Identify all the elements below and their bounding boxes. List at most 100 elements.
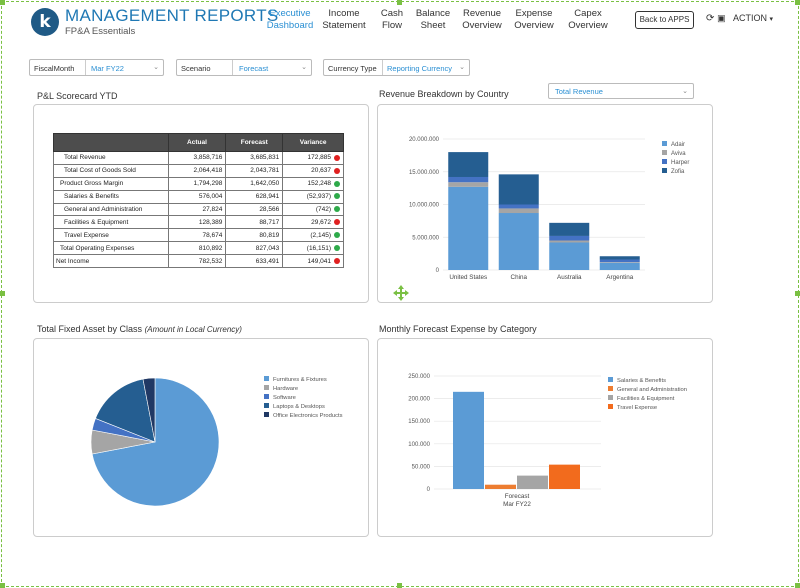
y-tick-label: 20.000.000	[409, 137, 440, 143]
row-label: Salaries & Benefits	[53, 189, 169, 204]
legend-swatch	[264, 412, 269, 417]
legend-label: Laptops & Desktops	[273, 404, 325, 410]
chevron-down-icon: ⌄	[459, 64, 465, 71]
action-menu[interactable]: ACTION ▾	[733, 13, 774, 23]
table-row: Net Income 782,532 633,491 149,041	[53, 254, 344, 269]
nav-capex-overview[interactable]: Capex Overview	[568, 8, 608, 31]
variance-value: (16,151)	[306, 244, 331, 252]
currency-type-filter[interactable]: Currency Type Reporting Currency ⌄	[323, 59, 470, 76]
legend-swatch	[608, 386, 613, 391]
resize-handle[interactable]	[397, 583, 402, 588]
forecast-value: 80,819	[225, 228, 284, 243]
status-indicator-icon	[334, 154, 340, 161]
variance-value: (742)	[315, 206, 331, 213]
resize-handle[interactable]	[397, 0, 402, 5]
legend-label: Aviva	[671, 151, 686, 157]
export-icon[interactable]: ▣	[717, 13, 726, 23]
actual-value: 810,892	[167, 241, 227, 256]
resize-handle[interactable]	[0, 0, 5, 5]
bar-zofia	[599, 256, 640, 260]
forecast-value: 1,642,050	[225, 176, 284, 191]
refresh-icon[interactable]: ⟳	[706, 13, 715, 24]
bar-adair	[498, 213, 539, 270]
status-indicator-icon	[334, 206, 340, 213]
y-tick-label: 0	[436, 268, 440, 274]
y-tick-label: 150.000	[408, 419, 430, 425]
resize-handle[interactable]	[795, 0, 800, 5]
fiscal-month-filter[interactable]: FiscalMonth Mar FY22 ⌄	[29, 59, 164, 76]
legend-label: Furnitures & Fixtures	[273, 377, 327, 383]
variance-cell: 20,637	[282, 163, 344, 178]
row-label: Total Operating Expenses	[53, 241, 169, 256]
bar-aviva	[599, 262, 640, 263]
bar-harper	[448, 176, 489, 183]
nav-cash-flow[interactable]: Cash Flow	[380, 8, 404, 31]
resize-handle[interactable]	[0, 291, 5, 296]
revenue-measure-dropdown[interactable]: Total Revenue ⌄	[548, 83, 694, 99]
x-tick-label: United States	[449, 274, 487, 281]
chevron-down-icon: ⌄	[301, 64, 307, 71]
x-tick-label: Australia	[557, 274, 582, 281]
bar-general-and-administration	[485, 484, 516, 489]
row-label: Product Gross Margin	[53, 176, 169, 191]
chevron-down-icon: ⌄	[153, 64, 159, 71]
move-icon[interactable]	[392, 284, 410, 302]
scenario-filter[interactable]: Scenario Forecast ⌄	[176, 59, 312, 76]
variance-value: (2,145)	[310, 231, 331, 239]
bar-travel-expense	[549, 464, 580, 489]
app-logo: k	[31, 8, 59, 36]
bar-harper	[599, 259, 640, 263]
y-tick-label: 200.000	[408, 397, 430, 403]
legend-label: Software	[273, 395, 296, 401]
nav-revenue-overview[interactable]: Revenue Overview	[462, 8, 502, 31]
y-tick-label: 50.000	[412, 464, 431, 470]
x-tick-sublabel: Mar FY22	[503, 501, 531, 508]
fixed-asset-title: Total Fixed Asset by Class (Amount in Lo…	[37, 324, 242, 334]
table-row: General and Administration 27,824 28,566 (7…	[53, 202, 344, 217]
forecast-expense-chart: 0 50.000 100.000 150.000 200.000 250.000 Forec…	[408, 374, 687, 508]
bar-aviva	[498, 208, 539, 214]
nav-balance-sheet[interactable]: Balance Sheet	[415, 8, 451, 31]
actual-value: 3,858,716	[167, 151, 227, 165]
resize-handle[interactable]	[0, 583, 5, 588]
legend-label: Facilities & Equipment	[617, 396, 675, 402]
bar-adair	[599, 262, 640, 270]
variance-cell: (742)	[282, 202, 344, 217]
actual-value: 27,824	[167, 202, 227, 217]
back-to-apps-button[interactable]: Back to APPS	[635, 11, 694, 29]
forecast-value: 628,941	[225, 189, 284, 204]
bar-facilities-equipment	[517, 475, 548, 489]
fixed-asset-pie-chart: Furnitures & Fixtures Hardware Software Lap…	[90, 376, 343, 507]
actual-value: 782,532	[167, 254, 227, 269]
bar-aviva	[448, 182, 489, 187]
table-header-row: Actual Forecast Variance	[53, 133, 344, 152]
row-label: Total Cost of Goods Sold	[53, 163, 169, 178]
bar-zofia	[498, 174, 539, 205]
nav-expense-overview[interactable]: Expense Overview	[514, 8, 554, 31]
pie-slice	[91, 377, 220, 507]
app-subtitle: FP&A Essentials	[65, 26, 136, 37]
row-label: Facilities & Equipment	[53, 215, 169, 230]
actual-value: 78,674	[167, 228, 227, 243]
row-label: Total Revenue	[53, 151, 169, 165]
nav-executive-dashboard[interactable]: Executive Dashboard	[266, 8, 314, 31]
status-indicator-icon	[334, 257, 340, 264]
app-title: MANAGEMENT REPORTS	[65, 6, 279, 25]
legend-swatch	[608, 395, 613, 400]
nav-income-statement[interactable]: Income Statement	[322, 8, 366, 31]
resize-handle[interactable]	[795, 583, 800, 588]
resize-handle[interactable]	[795, 291, 800, 296]
y-tick-label: 15.000.000	[409, 170, 440, 176]
x-tick-label: Argentina	[606, 274, 633, 281]
legend-swatch	[662, 150, 667, 155]
variance-cell: 29,672	[282, 215, 344, 230]
variance-cell: (16,151)	[282, 241, 344, 256]
bar-adair	[448, 186, 489, 270]
legend-swatch	[264, 385, 269, 390]
status-indicator-icon	[334, 219, 340, 226]
legend-swatch	[264, 376, 269, 381]
table-row: Product Gross Margin 1,794,298 1,642,050 15…	[53, 176, 344, 191]
legend-swatch	[662, 159, 667, 164]
table-row: Salaries & Benefits 576,004 628,941 (52,937…	[53, 189, 344, 204]
legend-label: General and Administration	[617, 387, 687, 393]
